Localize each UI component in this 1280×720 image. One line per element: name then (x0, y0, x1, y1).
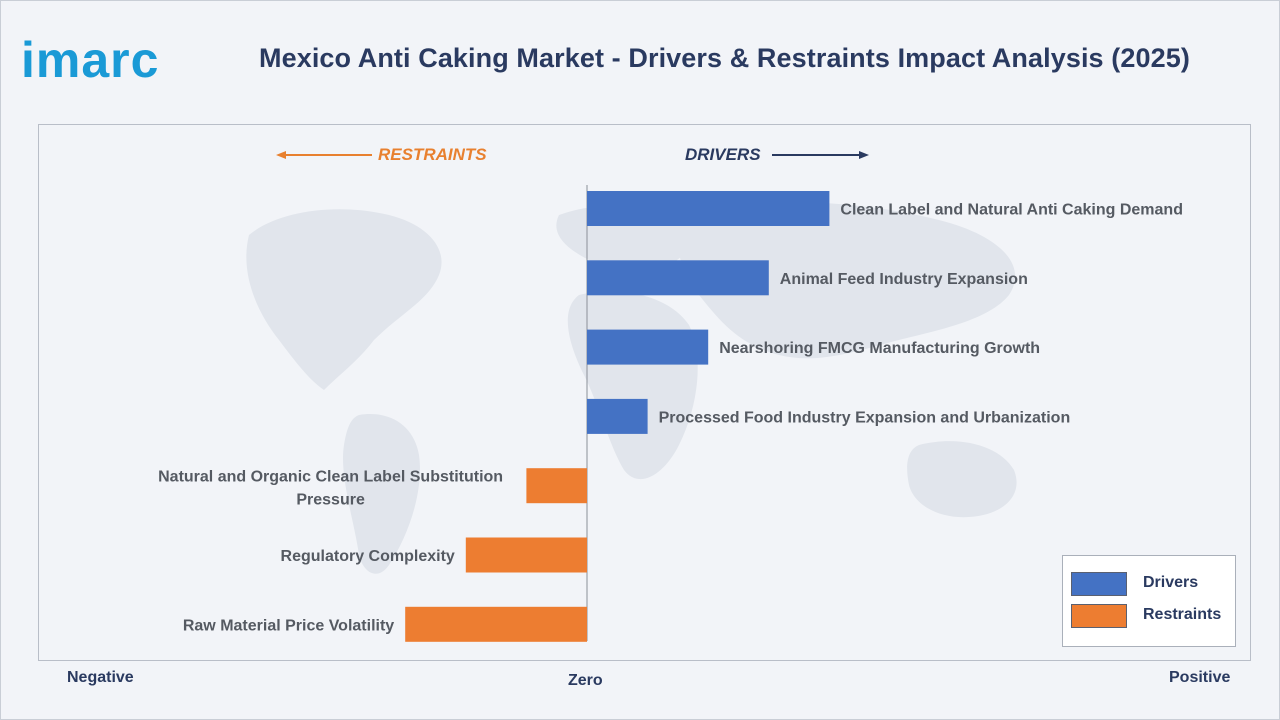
legend: Drivers Restraints (1062, 555, 1236, 647)
driver-label-3: Nearshoring FMCG Manufacturing Growth (719, 340, 1040, 357)
restraint-label-3: Raw Material Price Volatility (183, 617, 394, 634)
axis-label-positive: Positive (1169, 669, 1231, 686)
legend-swatch-restraints (1071, 604, 1127, 628)
driver-bar-1 (587, 191, 830, 226)
axis-label-zero: Zero (568, 672, 603, 689)
driver-bar-4 (587, 398, 648, 434)
restraint-bar-2 (465, 537, 587, 573)
restraint-bar-1 (526, 468, 587, 504)
restraints-arrowhead (276, 151, 286, 159)
restraint-label-1: Natural and Organic Clean Label Substitu… (158, 469, 503, 509)
driver-bar-2 (587, 260, 769, 296)
drivers-direction-label: DRIVERS (685, 145, 761, 164)
restraint-bar-3 (405, 606, 587, 642)
imarc-logo: imarc (21, 32, 159, 88)
driver-label-2: Animal Feed Industry Expansion (780, 271, 1028, 288)
driver-bar-3 (587, 329, 709, 365)
axis-label-negative: Negative (67, 669, 134, 686)
plot-area: RESTRAINTS DRIVERS Clean Label and Natur… (38, 124, 1251, 661)
driver-label-1: Clean Label and Natural Anti Caking Dema… (840, 202, 1183, 219)
direction-arrows (276, 151, 869, 159)
legend-label-drivers: Drivers (1143, 574, 1199, 591)
restraints-direction-label: RESTRAINTS (378, 145, 487, 164)
bar-chart: Clean Label and Natural Anti Caking Dema… (158, 185, 1183, 642)
driver-label-4: Processed Food Industry Expansion and Ur… (659, 409, 1071, 426)
chart-title: Mexico Anti Caking Market - Drivers & Re… (259, 43, 1190, 73)
svg-text:imarc: imarc (21, 32, 159, 88)
restraint-label-2: Regulatory Complexity (281, 548, 455, 565)
drivers-arrowhead (859, 151, 869, 159)
legend-label-restraints: Restraints (1143, 606, 1222, 623)
legend-swatch-drivers (1071, 572, 1127, 596)
